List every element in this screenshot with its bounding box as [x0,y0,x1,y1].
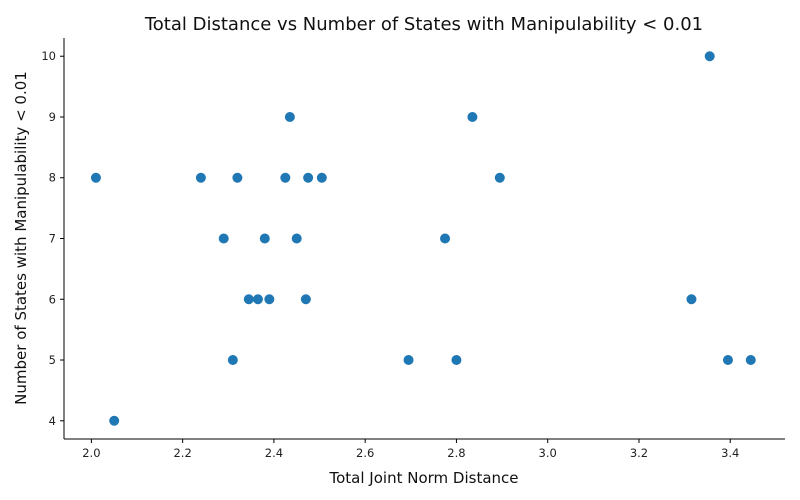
data-point [195,172,206,183]
y-tick-label: 4 [49,414,56,428]
y-tick-label: 9 [49,110,56,124]
data-point [243,294,254,305]
data-point [722,355,733,366]
x-tick-label: 2.6 [356,446,374,460]
data-point [686,294,697,305]
data-point [232,172,243,183]
x-tick-label: 3.4 [721,446,739,460]
data-point [280,172,291,183]
y-tick-label: 6 [49,292,56,306]
data-point [90,172,101,183]
data-point [300,294,311,305]
y-tick-label: 10 [41,49,56,63]
y-axis-title: Number of States with Manipulability < 0… [12,71,30,405]
x-tick-label: 2.0 [82,446,100,460]
data-point [227,355,238,366]
x-tick-label: 3.0 [539,446,557,460]
data-point [467,111,478,122]
data-point [704,51,715,62]
y-tick-label: 7 [49,232,56,246]
x-tick-label: 2.4 [265,446,283,460]
y-tick-label: 8 [49,171,56,185]
chart-title: Total Distance vs Number of States with … [144,14,703,35]
data-point [494,172,505,183]
data-point [284,111,295,122]
x-tick-label: 2.8 [447,446,465,460]
data-point [218,233,229,244]
data-point [109,415,120,426]
y-tick-label: 5 [49,353,56,367]
x-tick-label: 2.2 [173,446,191,460]
data-point [264,294,275,305]
x-axis-title: Total Joint Norm Distance [329,469,519,487]
data-point [259,233,270,244]
data-point [403,355,414,366]
x-axis-ticks: 2.0 2.2 2.4 2.6 2.8 3.0 3.2 3.4 [82,439,739,460]
data-point [303,172,314,183]
data-point [291,233,302,244]
data-point [440,233,451,244]
data-point [451,355,462,366]
data-point [252,294,263,305]
data-points [90,51,756,426]
y-axis-ticks: 4 5 6 7 8 9 10 [41,49,64,428]
data-point [745,355,756,366]
data-point [316,172,327,183]
x-tick-label: 3.2 [630,446,648,460]
